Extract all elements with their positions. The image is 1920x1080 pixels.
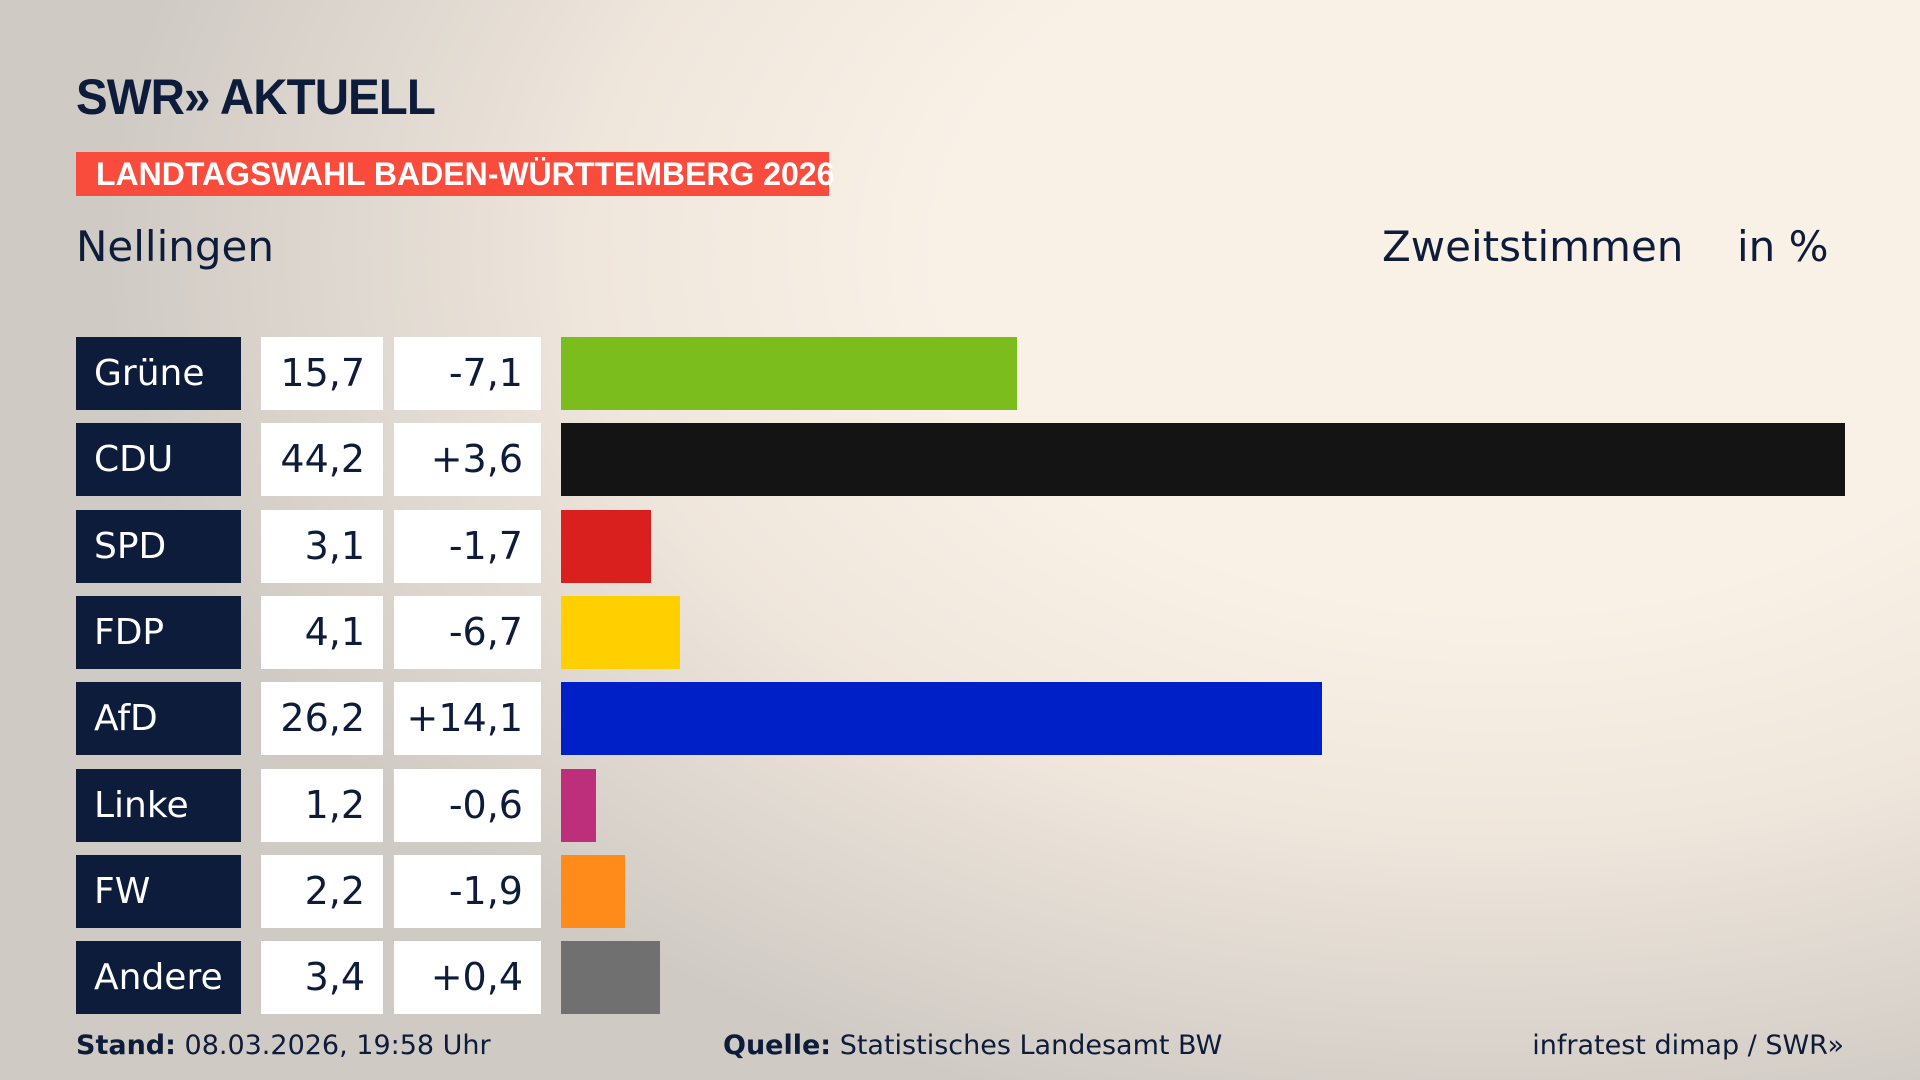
party-value: 26,2 <box>261 682 383 756</box>
party-difference: +0,4 <box>394 941 541 1015</box>
party-row: Grüne 15,7 -7,1 <box>76 337 1876 410</box>
party-value: 3,4 <box>261 941 383 1015</box>
party-name: Andere <box>76 941 241 1015</box>
party-row: FW 2,2 -1,9 <box>76 854 1876 928</box>
party-value: 2,2 <box>261 854 383 928</box>
place-title: Nellingen <box>76 222 275 271</box>
source-value: Statistisches Landesamt BW <box>839 1030 1223 1061</box>
party-bar <box>561 595 681 669</box>
stand-label: Stand: <box>76 1030 176 1061</box>
party-bar <box>561 682 1323 756</box>
party-name: Linke <box>76 768 241 842</box>
party-difference: +3,6 <box>394 423 541 497</box>
stand: Stand: 08.03.2026, 19:58 Uhr <box>76 1030 491 1061</box>
credit: infratest dimap / SWR» <box>1532 1030 1844 1061</box>
party-row: Linke 1,2 -0,6 <box>76 768 1876 842</box>
party-bar <box>561 337 1018 410</box>
party-name: Grüne <box>76 337 241 410</box>
party-difference: -0,6 <box>394 768 541 842</box>
party-value: 15,7 <box>261 337 383 410</box>
party-bar <box>561 509 652 583</box>
party-name: FW <box>76 854 241 928</box>
party-value: 1,2 <box>261 768 383 842</box>
stand-value: 08.03.2026, 19:58 Uhr <box>184 1030 491 1061</box>
party-value: 4,1 <box>261 595 383 669</box>
party-difference: -1,7 <box>394 509 541 583</box>
party-name: AfD <box>76 682 241 756</box>
party-row: CDU 44,2 +3,6 <box>76 423 1876 497</box>
source-label: Quelle: <box>723 1030 832 1061</box>
party-bar <box>561 423 1845 497</box>
swr-aktuell-logo: SWR» AKTUELL <box>76 69 436 125</box>
party-bar <box>561 941 660 1015</box>
party-difference: -1,9 <box>394 854 541 928</box>
party-row: SPD 3,1 -1,7 <box>76 509 1876 583</box>
party-bar <box>561 768 596 842</box>
election-banner: LANDTAGSWAHL BADEN-WÜRTTEMBERG 2026 <box>76 152 834 196</box>
party-difference: -7,1 <box>394 337 541 410</box>
party-row: FDP 4,1 -6,7 <box>76 595 1876 669</box>
unit-label: in % <box>1737 222 1829 271</box>
party-name: CDU <box>76 423 241 497</box>
party-row: Andere 3,4 +0,4 <box>76 941 1876 1015</box>
party-name: SPD <box>76 509 241 583</box>
party-bar <box>561 854 625 928</box>
party-value: 44,2 <box>261 423 383 497</box>
party-row: AfD 26,2 +14,1 <box>76 682 1876 756</box>
measure-label: Zweitstimmen <box>1382 222 1684 271</box>
party-value: 3,1 <box>261 509 383 583</box>
party-difference: +14,1 <box>394 682 541 756</box>
source: Quelle: Statistisches Landesamt BW <box>723 1030 1222 1061</box>
party-name: FDP <box>76 595 241 669</box>
party-difference: -6,7 <box>394 595 541 669</box>
